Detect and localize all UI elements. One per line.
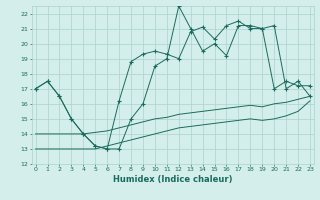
X-axis label: Humidex (Indice chaleur): Humidex (Indice chaleur) bbox=[113, 175, 233, 184]
